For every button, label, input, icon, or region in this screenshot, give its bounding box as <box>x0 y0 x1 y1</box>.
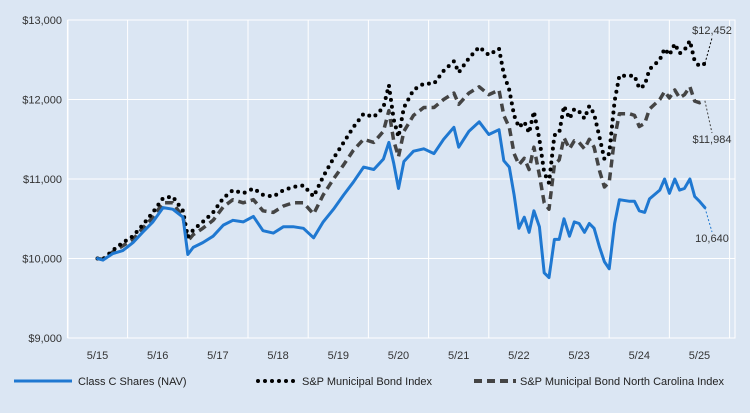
legend-item-municipal: S&P Municipal Bond Index <box>256 376 433 388</box>
tick-layer: $9,000 $10,000 $11,000 $12,000 $13,000 5/15 5/… <box>22 15 710 362</box>
legend-label-north-carolina: S&P Municipal Bond North Carolina Index <box>520 376 725 388</box>
legend-label-municipal: S&P Municipal Bond Index <box>302 376 433 388</box>
y-tick-label: $10,000 <box>22 254 62 266</box>
x-tick-label: 5/15 <box>87 350 108 362</box>
x-tick-label: 5/21 <box>448 350 469 362</box>
end-label-north-carolina: $11,984 <box>693 134 732 146</box>
legend: Class C Shares (NAV) S&P Municipal Bond … <box>14 376 725 388</box>
grid-layer <box>66 19 735 339</box>
legend-item-class-c: Class C Shares (NAV) <box>14 376 187 388</box>
x-tick-label: 5/23 <box>568 350 589 362</box>
end-label-class-c-leader <box>704 207 713 233</box>
legend-label-class-c: Class C Shares (NAV) <box>78 376 187 388</box>
x-tick-label: 5/22 <box>508 350 529 362</box>
end-label-municipal: $12,452 <box>692 25 732 37</box>
y-tick-label: $12,000 <box>22 95 62 107</box>
x-tick-label: 5/24 <box>629 350 650 362</box>
series-layer <box>95 38 707 280</box>
series-line-class-c <box>96 120 707 280</box>
x-tick-label: 5/19 <box>328 350 349 362</box>
legend-item-north-carolina: S&P Municipal Bond North Carolina Index <box>474 376 725 388</box>
series-line-municipal <box>95 38 707 262</box>
end-label-north-carolina-leader <box>704 100 713 134</box>
y-tick-label: $11,000 <box>23 174 62 186</box>
x-tick-label: 5/18 <box>267 350 288 362</box>
x-tick-label: 5/20 <box>388 350 409 362</box>
x-tick-label: 5/16 <box>147 350 168 362</box>
series-line-north-carolina <box>97 85 706 262</box>
x-tick-label: 5/17 <box>207 350 228 362</box>
end-label-layer: 10,640 $12,452 $11,984 <box>692 25 732 245</box>
y-tick-label: $13,000 <box>22 15 62 27</box>
end-label-municipal-leader <box>704 37 713 64</box>
x-tick-label: 5/25 <box>689 350 710 362</box>
y-tick-label: $9,000 <box>28 333 62 345</box>
end-label-class-c: 10,640 <box>695 233 729 245</box>
